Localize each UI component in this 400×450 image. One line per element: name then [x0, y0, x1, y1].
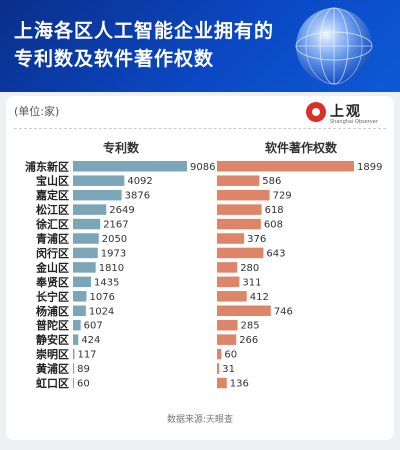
software-bar — [217, 319, 238, 331]
patent-bar — [73, 218, 101, 230]
software-value-label: 608 — [264, 220, 283, 231]
software-value-label: 643 — [266, 248, 285, 259]
category-label: 崇明区 — [36, 347, 69, 361]
category-label: 奉贤区 — [35, 275, 69, 289]
patent-bar — [73, 204, 107, 215]
patent-bar — [73, 161, 187, 172]
software-value-label: 60 — [224, 350, 237, 361]
patent-value-label: 2050 — [102, 234, 127, 245]
patent-bar — [73, 291, 87, 302]
software-value-label: 729 — [273, 191, 292, 202]
patent-bar — [73, 276, 92, 288]
patent-bar — [73, 233, 99, 244]
logo-subtitle: Shanghai Observer — [330, 119, 378, 125]
patent-bar — [73, 305, 86, 316]
patent-bar — [73, 319, 81, 331]
category-label: 宝山区 — [36, 174, 69, 188]
chart-card — [6, 96, 394, 440]
category-label: 青浦区 — [36, 232, 69, 246]
software-value-label: 285 — [241, 321, 260, 332]
software-bar — [217, 247, 264, 259]
patent-value-label: 117 — [77, 350, 96, 361]
software-value-label: 136 — [230, 379, 249, 390]
category-label: 闵行区 — [36, 246, 69, 260]
patent-value-label: 4092 — [127, 176, 152, 187]
software-value-label: 376 — [247, 234, 266, 245]
category-label: 徐汇区 — [35, 217, 69, 231]
patent-value-label: 1076 — [90, 292, 115, 303]
software-bar — [217, 363, 220, 374]
patent-bar — [73, 262, 96, 273]
patent-value-label: 1810 — [99, 263, 124, 274]
logo-name: 上观 — [330, 104, 362, 120]
category-label: 长宁区 — [36, 289, 69, 303]
software-column-header: 软件著作权数 — [265, 141, 338, 155]
software-value-label: 311 — [242, 277, 261, 288]
patent-value-label: 2649 — [109, 205, 134, 216]
patent-bar — [73, 247, 98, 259]
patent-value-label: 9086 — [190, 162, 215, 173]
category-label: 静安区 — [36, 333, 69, 347]
patent-value-label: 424 — [81, 335, 100, 346]
unit-label: (单位:家) — [14, 105, 60, 118]
category-label: 嘉定区 — [35, 188, 69, 202]
software-value-label: 1899 — [357, 162, 382, 173]
patent-value-label: 607 — [84, 321, 103, 332]
patent-bar — [73, 189, 122, 201]
software-value-label: 412 — [250, 292, 269, 303]
software-bar — [217, 233, 245, 244]
software-bar — [217, 204, 262, 215]
software-bar — [217, 175, 260, 186]
patent-bar — [73, 348, 75, 360]
patent-bar — [73, 175, 125, 186]
patent-bar — [73, 377, 74, 389]
software-value-label: 266 — [239, 335, 258, 346]
patent-bar — [73, 334, 79, 345]
category-label: 普陀区 — [36, 318, 69, 332]
category-label: 浦东新区 — [25, 159, 69, 173]
title-line-1: 上海各区人工智能企业拥有的 — [14, 20, 275, 42]
software-bar — [217, 262, 238, 273]
software-bar — [217, 348, 222, 360]
category-label: 松江区 — [36, 203, 69, 217]
patents-column-header: 专利数 — [103, 141, 140, 155]
patent-bar — [73, 363, 75, 374]
title-line-2: 专利数及软件著作权数 — [14, 48, 215, 70]
data-source: 数据来源:天眼查 — [166, 415, 234, 425]
software-bar — [217, 161, 354, 172]
category-label: 黄浦区 — [36, 362, 69, 376]
software-value-label: 746 — [274, 306, 293, 317]
patent-value-label: 1973 — [101, 248, 126, 259]
patent-value-label: 1024 — [89, 306, 114, 317]
software-bar — [217, 305, 271, 316]
patent-value-label: 3876 — [125, 191, 150, 202]
patent-value-label: 1435 — [94, 277, 119, 288]
category-label: 杨浦区 — [36, 304, 69, 318]
patent-value-label: 60 — [77, 379, 90, 390]
software-value-label: 618 — [265, 205, 284, 216]
software-value-label: 31 — [222, 364, 235, 375]
software-value-label: 586 — [262, 176, 281, 187]
patent-value-label: 89 — [77, 364, 90, 375]
header-banner: 上海各区人工智能企业拥有的 专利数及软件著作权数 — [0, 0, 400, 92]
software-bar — [217, 291, 247, 302]
software-bar — [217, 377, 227, 389]
logo: 上观 Shanghai Observer — [306, 100, 380, 128]
software-bar — [217, 218, 261, 230]
software-bar — [217, 276, 240, 288]
globe-icon — [295, 7, 373, 85]
patent-value-label: 2167 — [103, 220, 128, 231]
software-value-label: 280 — [240, 263, 259, 274]
logo-seal-icon — [306, 102, 326, 122]
category-label: 金山区 — [35, 260, 69, 274]
divider — [14, 128, 386, 129]
category-label: 虹口区 — [36, 376, 69, 390]
software-bar — [217, 189, 270, 201]
software-bar — [217, 334, 237, 345]
